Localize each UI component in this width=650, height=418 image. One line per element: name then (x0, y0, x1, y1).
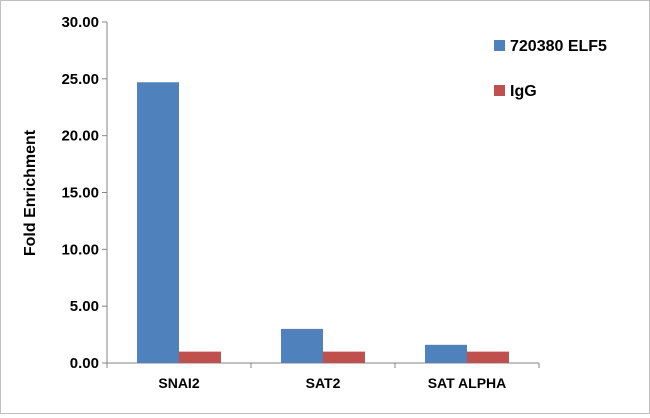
y-tick-label: 15.00 (61, 185, 99, 202)
bar-igg-snai2 (179, 351, 221, 363)
legend-swatch (494, 40, 505, 51)
y-tick-label: 0.00 (70, 355, 99, 372)
bar-720380-elf5-sat2 (281, 328, 323, 363)
bar-igg-sat-alpha (467, 351, 509, 363)
bar-igg-sat2 (323, 351, 365, 363)
legend-label: IgG (510, 83, 537, 100)
bar-720380-elf5-snai2 (137, 82, 179, 363)
y-tick-label: 5.00 (70, 298, 99, 315)
legend-swatch (494, 85, 505, 96)
y-tick-label: 30.00 (61, 14, 99, 31)
y-tick-label: 20.00 (61, 128, 99, 145)
legend-label: 720380 ELF5 (510, 38, 607, 55)
y-axis-label: Fold Enrichment (22, 129, 39, 256)
x-category-label: SNAI2 (158, 375, 199, 391)
bar-720380-elf5-sat-alpha (425, 344, 467, 363)
bars (137, 82, 509, 363)
y-tick-label: 25.00 (61, 71, 99, 88)
legend: 720380 ELF5 IgG (494, 38, 607, 100)
x-tick-labels: SNAI2 SAT2 SAT ALPHA (106, 363, 540, 391)
y-tick-label: 10.00 (61, 241, 99, 258)
y-tick-labels: 0.00 5.00 10.00 15.00 20.00 25.00 30.00 (61, 14, 107, 372)
x-category-label: SAT ALPHA (428, 375, 507, 391)
x-category-label: SAT2 (306, 375, 341, 391)
